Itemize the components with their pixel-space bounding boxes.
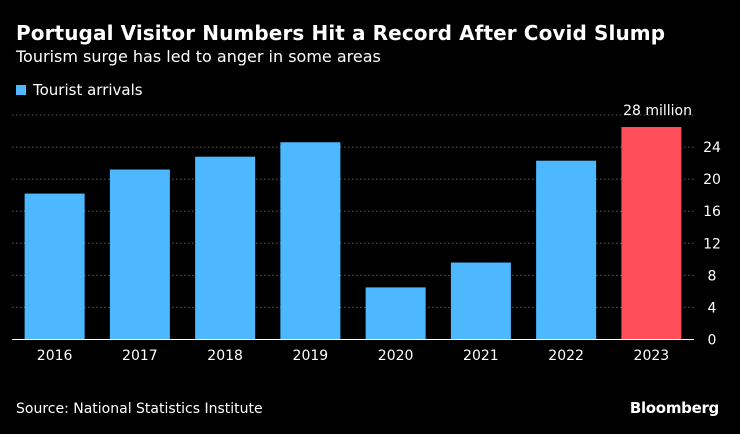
bar-2023 bbox=[621, 127, 682, 340]
x-tick-label-2020: 2020 bbox=[378, 348, 414, 364]
bloomberg-logo: Bloomberg bbox=[629, 399, 719, 417]
bar-2018 bbox=[195, 156, 256, 340]
bars bbox=[24, 127, 682, 340]
legend-label-tourist-arrivals: Tourist arrivals bbox=[33, 81, 143, 99]
x-tick-label-2022: 2022 bbox=[548, 348, 584, 364]
bar-2022 bbox=[536, 160, 597, 340]
y-tick-label-8: 8 bbox=[708, 268, 717, 284]
x-tick-label-2018: 2018 bbox=[207, 348, 243, 364]
x-tick-label-2019: 2019 bbox=[293, 348, 329, 364]
y-tick-label-4: 4 bbox=[708, 300, 717, 316]
bar-2020 bbox=[365, 287, 426, 340]
bar-2021 bbox=[450, 262, 511, 340]
y-tick-label-20: 20 bbox=[703, 172, 721, 188]
y-tick-label-16: 16 bbox=[703, 204, 721, 220]
y-tick-labels: 0 4 8 12 16 20 24 28 million bbox=[623, 103, 721, 349]
chart-title: Portugal Visitor Numbers Hit a Record Af… bbox=[16, 21, 666, 45]
x-tick-label-2017: 2017 bbox=[122, 348, 158, 364]
bar-2016 bbox=[24, 193, 85, 340]
x-tick-label-2021: 2021 bbox=[463, 348, 499, 364]
y-tick-label-0: 0 bbox=[708, 333, 717, 349]
chart-legend: Tourist arrivals bbox=[16, 81, 143, 99]
source-note: Source: National Statistics Institute bbox=[16, 401, 263, 417]
y-tick-label-28: 28 million bbox=[623, 103, 692, 119]
legend-swatch-tourist-arrivals bbox=[16, 85, 26, 95]
x-tick-labels: 2016 2017 2018 2019 2020 2021 2022 2023 bbox=[37, 348, 669, 364]
y-tick-label-12: 12 bbox=[703, 236, 721, 252]
chart-subtitle: Tourism surge has led to anger in some a… bbox=[16, 47, 381, 66]
bar-2017 bbox=[109, 169, 170, 340]
x-tick-label-2016: 2016 bbox=[37, 348, 73, 364]
x-tick-label-2023: 2023 bbox=[634, 348, 670, 364]
y-tick-label-24: 24 bbox=[703, 140, 721, 156]
bar-2019 bbox=[280, 142, 341, 340]
